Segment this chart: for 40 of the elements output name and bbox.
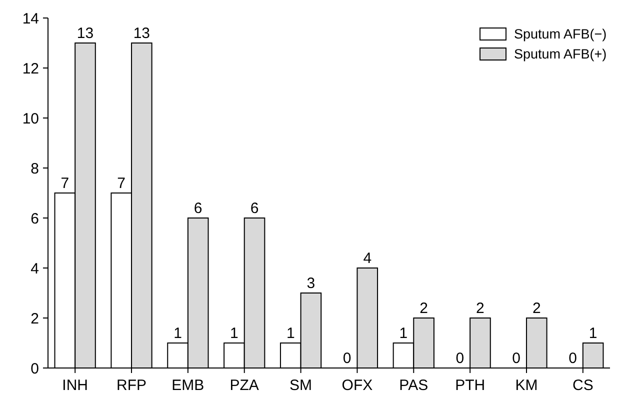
data-label: 6	[250, 200, 259, 217]
data-label: 2	[476, 300, 484, 317]
data-label: 13	[133, 25, 150, 42]
x-tick-label: CS	[572, 377, 594, 394]
data-label: 2	[532, 300, 541, 317]
data-label: 2	[420, 300, 428, 317]
data-label: 0	[512, 350, 521, 367]
data-label: 0	[342, 350, 352, 367]
y-tick-label: 12	[22, 60, 39, 78]
y-tick-label: 0	[30, 360, 39, 378]
data-label: 3	[306, 275, 316, 292]
y-tick-label: 8	[30, 160, 39, 178]
data-label: 4	[363, 250, 372, 267]
legend-label: Sputum AFB(+)	[514, 46, 607, 62]
data-label: 7	[60, 175, 70, 192]
x-tick-label: EMB	[172, 377, 204, 394]
y-tick-label: 14	[22, 10, 39, 28]
data-label: 13	[76, 25, 94, 42]
data-label: 7	[117, 175, 126, 192]
data-label: 0	[568, 350, 577, 367]
y-tick-label: 6	[30, 210, 39, 228]
data-label: 6	[194, 200, 202, 217]
x-tick-label: PTH	[455, 377, 486, 394]
x-tick-label: PZA	[230, 377, 259, 394]
y-tick-label: 4	[30, 260, 39, 278]
data-label: 0	[456, 350, 464, 367]
x-tick-label: PAS	[399, 377, 428, 394]
x-tick-label: OFX	[342, 377, 373, 394]
x-tick-label: INH	[62, 377, 88, 394]
x-tick-label: RFP	[116, 377, 147, 394]
data-label: 1	[588, 325, 598, 342]
x-tick-label: SM	[290, 377, 312, 394]
data-label: 1	[286, 325, 295, 342]
x-tick-label: KM	[515, 377, 538, 394]
data-label: 1	[399, 325, 408, 342]
y-tick-label: 10	[22, 110, 39, 128]
data-label: 1	[174, 325, 182, 342]
legend-label: Sputum AFB(−)	[514, 26, 607, 42]
y-tick-label: 2	[30, 310, 39, 328]
data-label: 1	[230, 325, 238, 342]
